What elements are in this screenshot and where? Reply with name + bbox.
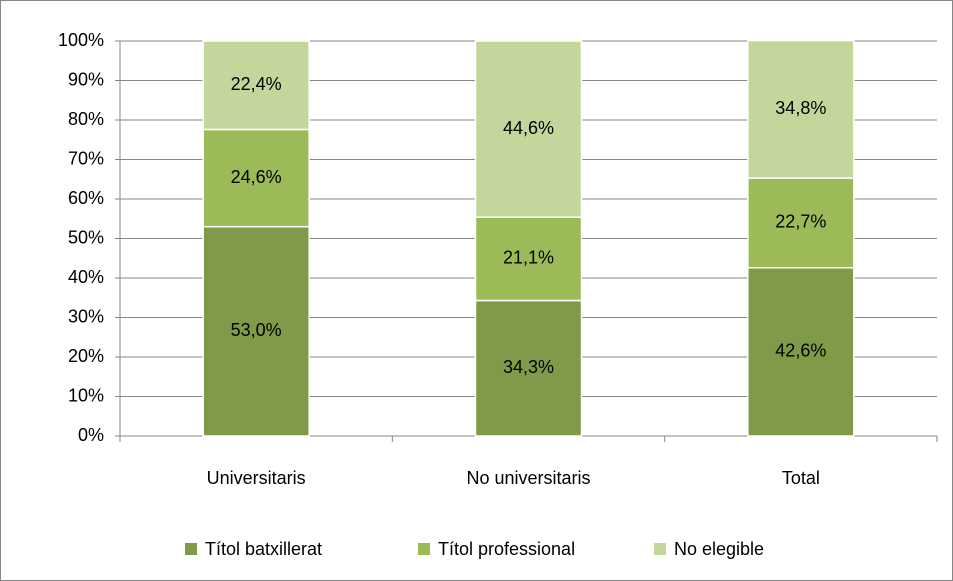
- bar-segment: [474, 40, 583, 218]
- y-tick-label: 100%: [58, 30, 104, 50]
- value-label: 22,4%: [231, 74, 282, 94]
- y-tick-label: 80%: [68, 109, 104, 129]
- value-label: 44,6%: [503, 118, 554, 138]
- value-label: 42,6%: [775, 341, 826, 361]
- y-tick-label: 0%: [78, 425, 104, 445]
- legend-label: Títol batxillerat: [205, 539, 322, 559]
- y-tick-label: 60%: [68, 188, 104, 208]
- value-label: 24,6%: [231, 167, 282, 187]
- y-tick-label: 30%: [68, 306, 104, 326]
- y-tick-label: 70%: [68, 148, 104, 168]
- value-label: 34,8%: [775, 98, 826, 118]
- value-label: 34,3%: [503, 357, 554, 377]
- legend-marker: [418, 543, 430, 555]
- bar-segment: [747, 266, 855, 437]
- x-tick-label: No universitaris: [466, 468, 590, 488]
- bar-segment: [747, 39, 855, 179]
- bar-segment: [202, 128, 310, 228]
- y-tick-label: 20%: [68, 346, 104, 366]
- legend-label: No elegible: [674, 539, 764, 559]
- bar-segment: [747, 177, 855, 269]
- bar-segment: [202, 40, 310, 131]
- bar-segment: [474, 216, 583, 302]
- legend-marker: [185, 543, 197, 555]
- bar-segment: [202, 225, 310, 437]
- y-tick-label: 90%: [68, 69, 104, 89]
- legend-label: Títol professional: [438, 539, 575, 559]
- x-tick-label: Total: [782, 468, 820, 488]
- bar-segment: [474, 299, 583, 437]
- x-tick-label: Universitaris: [207, 468, 306, 488]
- value-label: 21,1%: [503, 248, 554, 268]
- y-tick-label: 10%: [68, 385, 104, 405]
- value-label: 22,7%: [775, 212, 826, 232]
- y-tick-label: 50%: [68, 227, 104, 247]
- legend-marker: [654, 543, 666, 555]
- value-label: 53,0%: [231, 320, 282, 340]
- y-tick-label: 40%: [68, 267, 104, 287]
